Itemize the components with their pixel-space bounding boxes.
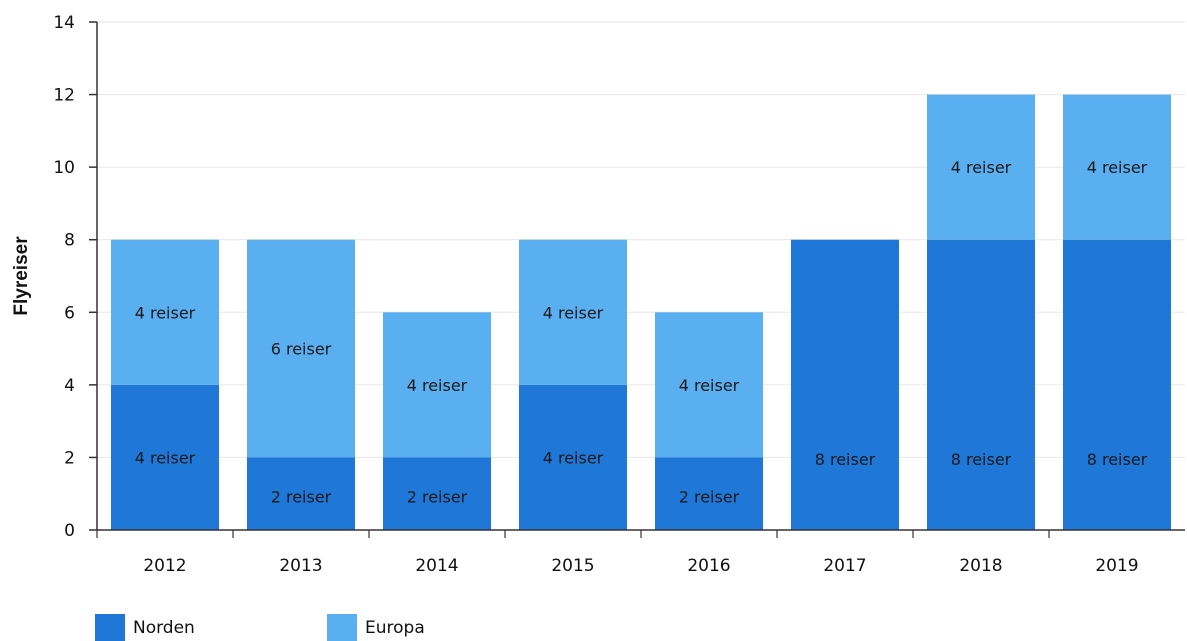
data-labels: 4 reiser 4 reiser 2 reiser 6 reiser 2 reiser… bbox=[135, 158, 1148, 506]
bar-label-norden-2012: 4 reiser bbox=[135, 448, 196, 467]
legend-label-europa: Europa bbox=[365, 617, 425, 638]
bar-europa-2015 bbox=[519, 239, 627, 385]
legend-label-norden: Norden bbox=[133, 617, 195, 638]
x-tick-label-2019: 2019 bbox=[1095, 556, 1138, 576]
bar-label-norden-2015: 4 reiser bbox=[543, 448, 604, 467]
bar-label-europa-2016: 4 reiser bbox=[679, 376, 740, 395]
y-tick-label: 2 bbox=[64, 448, 75, 468]
x-tick-label-2014: 2014 bbox=[415, 556, 458, 576]
x-tick-label-2015: 2015 bbox=[551, 556, 594, 576]
bar-label-norden-2018: 8 reiser bbox=[951, 450, 1012, 469]
bar-europa-2018 bbox=[927, 94, 1035, 240]
bar-norden-2012 bbox=[111, 384, 219, 530]
bar-label-europa-2012: 4 reiser bbox=[135, 303, 196, 322]
bar-europa-2014 bbox=[383, 312, 491, 458]
bar-norden-2019 bbox=[1063, 239, 1171, 530]
legend-item-norden: Norden bbox=[95, 614, 195, 641]
bar-europa-2012 bbox=[111, 239, 219, 385]
bar-label-europa-2013: 6 reiser bbox=[271, 340, 332, 359]
bar-label-norden-2017: 8 reiser bbox=[815, 450, 876, 469]
bar-label-europa-2018: 4 reiser bbox=[951, 158, 1012, 177]
bar-europa-2016 bbox=[655, 312, 763, 458]
x-tick-label-2013: 2013 bbox=[279, 556, 322, 576]
y-tick-label: 8 bbox=[64, 231, 75, 251]
bar-norden-2013 bbox=[247, 457, 355, 530]
bar-label-norden-2013: 2 reiser bbox=[271, 487, 332, 506]
bar-norden-2015 bbox=[519, 384, 627, 530]
legend-item-europa: Europa bbox=[327, 614, 425, 641]
y-tick-label: 4 bbox=[64, 376, 75, 396]
bar-norden-2017 bbox=[791, 239, 899, 530]
y-tick-label: 14 bbox=[53, 13, 75, 33]
bar-label-europa-2019: 4 reiser bbox=[1087, 158, 1148, 177]
y-tick-label: 6 bbox=[64, 303, 75, 323]
bar-europa-2013 bbox=[247, 239, 355, 458]
legend-swatch-europa bbox=[327, 614, 357, 641]
bar-norden-2018 bbox=[927, 239, 1035, 530]
x-tick-label-2016: 2016 bbox=[687, 556, 730, 576]
bars bbox=[111, 94, 1171, 530]
legend-swatch-norden bbox=[95, 614, 125, 641]
bar-label-europa-2014: 4 reiser bbox=[407, 376, 468, 395]
x-tick-label-2018: 2018 bbox=[959, 556, 1002, 576]
y-tick-label: 0 bbox=[64, 521, 75, 541]
bar-norden-2016 bbox=[655, 457, 763, 530]
bar-label-norden-2019: 8 reiser bbox=[1087, 450, 1148, 469]
bar-label-norden-2014: 2 reiser bbox=[407, 487, 468, 506]
x-tick-label-2012: 2012 bbox=[143, 556, 186, 576]
bar-label-europa-2015: 4 reiser bbox=[543, 303, 604, 322]
y-tick-label: 12 bbox=[53, 86, 75, 106]
axes: 0 2 4 6 8 10 12 14 2012 2013 2014 2015 2016 2017 2018 2… bbox=[53, 13, 1185, 576]
x-tick-label-2017: 2017 bbox=[823, 556, 866, 576]
bar-norden-2014 bbox=[383, 457, 491, 530]
y-axis-title: Flyreiser bbox=[11, 236, 32, 316]
bar-label-norden-2016: 2 reiser bbox=[679, 487, 740, 506]
y-tick-label: 10 bbox=[53, 158, 75, 178]
bar-europa-2019 bbox=[1063, 94, 1171, 240]
